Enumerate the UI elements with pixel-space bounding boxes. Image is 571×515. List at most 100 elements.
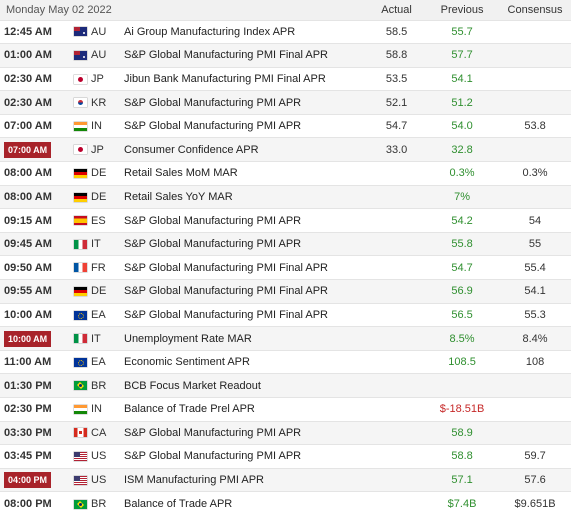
flag-cell [71,492,89,515]
previous-value: 108.5 [448,356,476,369]
table-row[interactable]: 04:00 PM US ISM Manufacturing PMI APR 57.1 5… [0,468,571,492]
event-link[interactable]: Balance of Trade APR [124,497,233,510]
consensus-value [499,138,571,162]
country-code: DE [91,190,107,203]
event-link[interactable]: S&P Global Manufacturing PMI APR [124,96,302,109]
flag-cell [71,67,89,91]
event-link[interactable]: S&P Global Manufacturing PMI Final APR [124,261,329,274]
previous-value: 57.7 [451,49,473,62]
flag-cell [71,44,89,68]
time-label: 12:45 AM [4,25,52,38]
event-link[interactable]: Ai Group Manufacturing Index APR [124,25,296,38]
event-link[interactable]: Consumer Confidence APR [124,143,259,156]
germany-flag-icon [73,192,87,202]
time-badge: 10:00 AM [4,330,52,347]
time-label: 08:00 AM [4,190,52,203]
consensus-value: $9.651B [514,497,556,510]
table-row[interactable]: 03:45 PM US S&P Global Manufacturing PMI A… [0,444,571,469]
consensus-value: 8.4% [522,332,548,345]
event-link[interactable]: Retail Sales MoM MAR [124,167,238,180]
table-row[interactable]: 03:30 PM CA S&P Global Manufacturing PMI A… [0,421,571,445]
time-cell: 04:00 PM [0,468,71,492]
event-link[interactable]: Unemployment Rate MAR [124,332,252,345]
table-row[interactable]: 09:45 AM IT S&P Global Manufacturing PMI A… [0,232,571,256]
table-row[interactable]: 01:30 PM BR BCB Focus Market Readout [0,373,571,398]
time-cell: 09:15 AM [0,209,71,233]
table-row[interactable]: 08:00 AM DE Retail Sales YoY MAR 7% [0,185,571,209]
flag-cell [71,185,89,209]
table-row[interactable]: 09:50 AM FR S&P Global Manufacturing PMI F… [0,255,571,280]
time-cell: 07:00 AM [0,114,71,138]
consensus-value [499,91,571,115]
time-label: 01:30 PM [4,379,52,392]
table-row[interactable]: 11:00 AM EA Economic Sentiment APR 108.5 108 [0,350,571,374]
brazil-flag-icon [73,499,87,509]
table-header: Monday May 02 2022 Actual Previous Conse… [0,0,571,20]
table-row[interactable]: 01:00 AM AU S&P Global Manufacturing PMI F… [0,43,571,68]
flag-cell [71,209,89,233]
time-label: 09:15 AM [4,214,52,227]
actual-column-header[interactable]: Actual [381,3,412,16]
event-link[interactable]: Retail Sales YoY MAR [124,190,233,203]
table-row[interactable]: 08:00 PM BR Balance of Trade APR $7.4B $9.65… [0,491,571,515]
previous-value: 58.9 [451,426,473,439]
flag-cell [71,20,89,44]
consensus-column-header[interactable]: Consensus [507,3,563,16]
time-label: 02:30 PM [4,403,52,416]
time-label: 03:30 PM [4,426,52,439]
table-row[interactable]: 09:55 AM DE S&P Global Manufacturing PMI F… [0,279,571,304]
time-label: 08:00 PM [4,497,52,510]
euro-area-flag-icon [73,357,87,367]
table-row[interactable]: 02:30 PM IN Balance of Trade Prel APR $-18.… [0,397,571,422]
event-link[interactable]: Balance of Trade Prel APR [124,403,255,416]
table-row[interactable]: 08:00 AM DE Retail Sales MoM MAR 0.3% 0.3% [0,161,571,186]
event-link[interactable]: S&P Global Manufacturing PMI APR [124,238,302,251]
time-cell: 08:00 AM [0,185,71,209]
event-link[interactable]: S&P Global Manufacturing PMI APR [124,450,302,463]
table-row[interactable]: 02:30 AM JP Jibun Bank Manufacturing PMI F… [0,67,571,91]
germany-flag-icon [73,286,87,296]
event-link[interactable]: S&P Global Manufacturing PMI APR [124,214,302,227]
time-cell: 09:55 AM [0,280,71,304]
time-badge: 07:00 AM [4,141,52,158]
time-cell: 01:00 AM [0,44,71,68]
table-row[interactable]: 10:00 AM IT Unemployment Rate MAR 8.5% 8.4% [0,326,571,351]
time-cell: 07:00 AM [0,138,71,162]
time-cell: 02:30 PM [0,398,71,422]
table-row[interactable]: 07:00 AM IN S&P Global Manufacturing PMI A… [0,114,571,138]
brazil-flag-icon [73,381,87,391]
table-row[interactable]: 10:00 AM EA S&P Global Manufacturing PMI F… [0,303,571,327]
usa-flag-icon [73,452,87,462]
event-link[interactable]: Jibun Bank Manufacturing PMI Final APR [124,72,326,85]
time-cell: 02:30 AM [0,67,71,91]
time-label: 09:45 AM [4,238,52,251]
event-link[interactable]: S&P Global Manufacturing PMI APR [124,426,302,439]
consensus-value [499,185,571,209]
previous-column-header[interactable]: Previous [440,3,484,16]
previous-value: 0.3% [449,167,475,180]
australia-flag-icon [73,50,87,60]
event-link[interactable]: S&P Global Manufacturing PMI APR [124,120,302,133]
france-flag-icon [73,263,87,273]
time-label: 03:45 PM [4,450,52,463]
south-korea-flag-icon [73,98,87,108]
event-link[interactable]: S&P Global Manufacturing PMI Final APR [124,308,329,321]
flag-cell [71,421,89,445]
consensus-value: 0.3% [522,167,548,180]
flag-cell [71,232,89,256]
table-row[interactable]: 12:45 AM AU Ai Group Manufacturing Index A… [0,20,571,44]
event-link[interactable]: S&P Global Manufacturing PMI Final APR [124,49,329,62]
time-cell: 01:30 PM [0,374,71,398]
table-row[interactable]: 02:30 AM KR S&P Global Manufacturing PMI A… [0,90,571,115]
previous-value: 55.8 [451,238,473,251]
event-link[interactable]: ISM Manufacturing PMI APR [124,474,264,487]
euro-area-flag-icon [73,310,87,320]
event-link[interactable]: BCB Focus Market Readout [124,379,261,392]
table-row[interactable]: 07:00 AM JP Consumer Confidence APR 33.0 32.… [0,137,571,162]
actual-value [368,303,425,327]
previous-value: 54.7 [451,261,473,274]
event-link[interactable]: S&P Global Manufacturing PMI Final APR [124,285,329,298]
table-row[interactable]: 09:15 AM ES S&P Global Manufacturing PMI A… [0,208,571,233]
usa-flag-icon [73,475,87,485]
event-link[interactable]: Economic Sentiment APR [124,356,250,369]
